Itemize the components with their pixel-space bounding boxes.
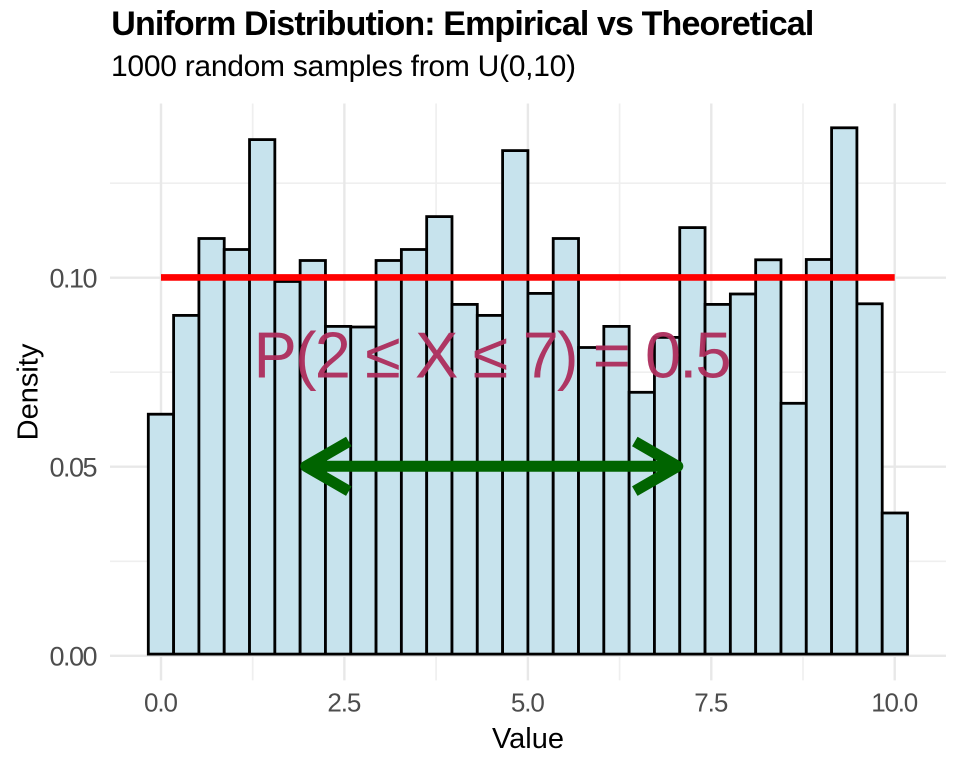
svg-text:Value: Value (492, 723, 564, 755)
svg-text:5.0: 5.0 (511, 688, 545, 718)
svg-text:Uniform Distribution: Empirica: Uniform Distribution: Empirical vs Theor… (111, 5, 814, 43)
svg-text:1000 random samples from U(0,1: 1000 random samples from U(0,10) (111, 50, 576, 83)
svg-text:0.05: 0.05 (50, 452, 98, 482)
svg-text:2.5: 2.5 (327, 688, 361, 718)
svg-text:0.0: 0.0 (144, 688, 178, 718)
svg-text:P(2 ≤ X ≤ 7) = 0.5: P(2 ≤ X ≤ 7) = 0.5 (254, 318, 732, 391)
svg-text:0.00: 0.00 (50, 641, 98, 671)
svg-text:10.0: 10.0 (871, 688, 918, 718)
svg-text:7.5: 7.5 (694, 688, 728, 718)
svg-text:Density: Density (13, 343, 45, 440)
svg-text:0.10: 0.10 (50, 263, 98, 293)
